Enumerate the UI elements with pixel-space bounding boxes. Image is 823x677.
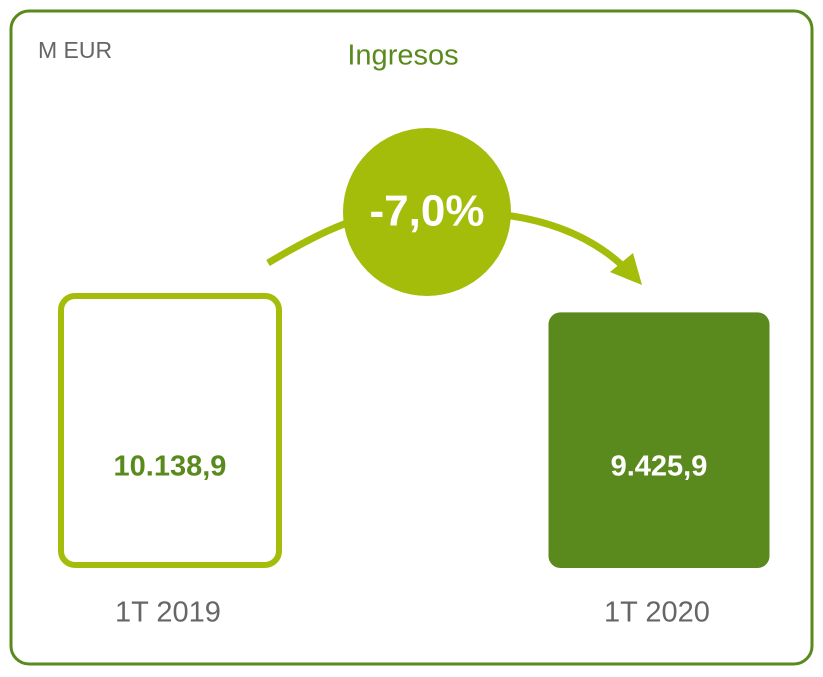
arrow-head <box>610 253 642 285</box>
value-label: 9.425,9 <box>611 451 708 483</box>
chart-title: Ingresos <box>347 40 458 72</box>
category-label: 1T 2019 <box>115 597 221 629</box>
value-label: 10.138,9 <box>114 451 227 483</box>
change-badge <box>343 128 511 296</box>
arrow-end <box>504 211 628 271</box>
arrow-start <box>266 218 352 267</box>
unit-label: M EUR <box>38 37 112 63</box>
bar <box>548 312 770 568</box>
change-label: -7,0% <box>370 187 485 236</box>
category-label: 1T 2020 <box>604 597 710 629</box>
bar <box>58 293 282 568</box>
